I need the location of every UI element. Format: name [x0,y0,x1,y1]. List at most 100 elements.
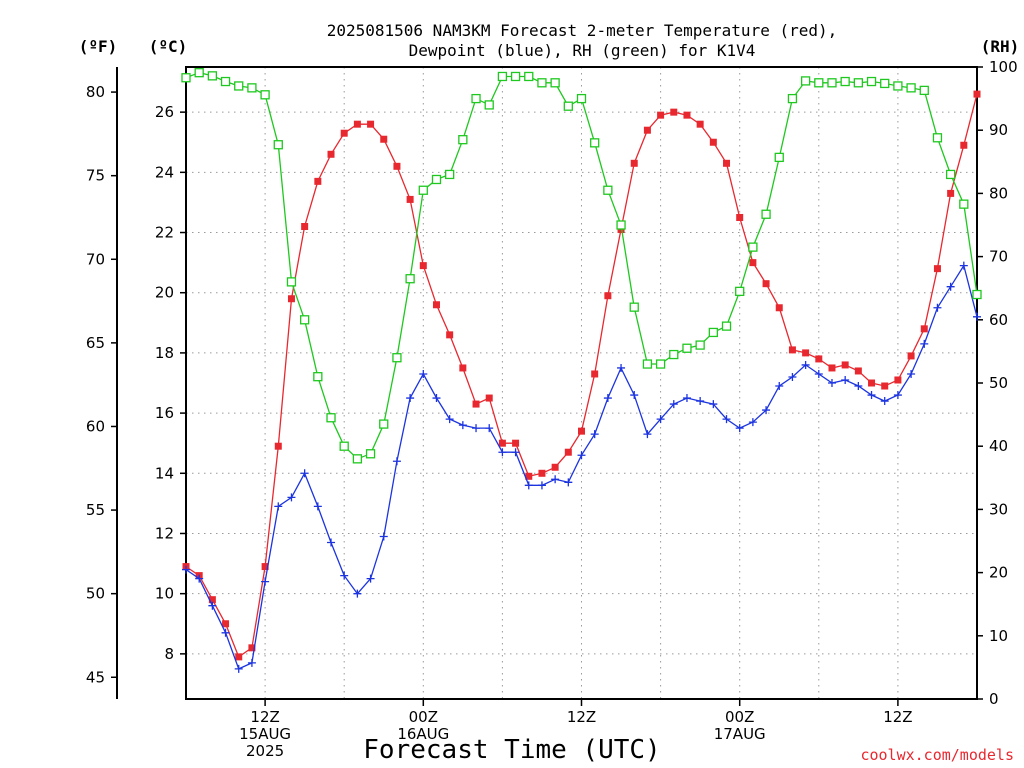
x-tick-label: 16AUG [397,725,449,743]
temperature-point [235,653,243,661]
rh-point [286,277,297,287]
rh-point [787,93,798,104]
rh-tick-label: 40 [989,437,1008,455]
dewpoint-point [801,360,810,369]
rh-point [932,133,943,143]
dewpoint-point [682,394,691,403]
rh-point [220,76,231,87]
temperature-point [261,563,269,571]
dewpoint-point [208,601,217,610]
rh-point [761,209,771,219]
dewpoint-point [511,448,520,457]
dewpoint-point [366,574,375,583]
rh-tick-label: 100 [989,58,1018,76]
rh-point [735,286,745,297]
dewpoint-point [406,394,415,403]
dewpoint-point [432,394,441,403]
dewpoint-point [669,400,678,409]
dewpoint-point [182,565,190,574]
rh-point [181,73,191,83]
temperature-point [222,620,230,628]
dewpoint-point [722,415,731,424]
rh-point [629,302,639,312]
dewpoint-point [498,448,507,457]
temperature-point [432,301,440,309]
celsius-axis-unit: (ºC) [149,37,188,56]
dewpoint-point [748,418,757,427]
x-tick-label: 12Z [567,708,596,726]
source-credit[interactable]: coolwx.com/models [860,746,1014,764]
rh-point [853,78,863,88]
temperature-point [881,382,889,390]
temperature-point [802,349,810,357]
rh-point [392,353,402,363]
temperature-series [182,90,981,661]
rh-point [721,321,732,331]
temperature-point [828,364,836,372]
temperature-point [498,439,506,447]
temperature-point [696,120,704,128]
dewpoint-point [709,400,718,409]
dewpoint-point [458,421,467,430]
temperature-point [973,90,981,98]
dewpoint-point [854,382,863,391]
dewpoint-point [656,415,665,424]
temperature-point [274,442,282,450]
dewpoint-point [827,379,836,387]
temperature-point [815,355,823,363]
x-tick-label: 2025 [246,742,284,760]
temperature-point [564,448,572,456]
fahrenheit-tick-label: 70 [86,250,105,268]
dewpoint-point [313,502,322,511]
dewpoint-point [590,430,599,439]
celsius-tick-label: 18 [155,344,174,362]
fahrenheit-tick-label: 55 [86,501,105,519]
dewpoint-point [472,424,481,433]
dewpoint-point [880,397,889,406]
rh-point [234,81,244,91]
temperature-point [604,292,612,300]
temperature-point [920,325,928,333]
rh-point [827,78,837,88]
axes: 8 10 12 14 16 18 20 22 24 26 45 50 55 60 65 70 75 80 0 10 20… [86,58,1018,708]
temperature-point [762,280,770,288]
rh-point [405,274,415,284]
temperature-point [841,361,849,369]
rh-point [616,220,626,230]
temperature-point [393,162,401,170]
temperature-point [208,596,216,604]
dewpoint-point [485,424,494,433]
temperature-point [446,331,454,339]
x-tick-label: 00Z [725,708,754,726]
dewpoint-point [392,457,401,466]
rh-point [748,242,758,252]
chart-title-line-1: 2025081506 NAM3KM Forecast 2-meter Tempe… [327,21,838,40]
dewpoint-point [735,424,744,433]
rh-point [431,174,442,185]
temperature-point [459,364,467,372]
temperature-point [327,150,335,158]
x-tick-label: 00Z [409,708,438,726]
x-tick-label: 15AUG [239,725,291,743]
dewpoint-point [300,469,309,478]
temperature-point [512,439,520,447]
dewpoint-point [379,532,388,541]
rh-point [352,454,363,464]
dewpoint-point [287,493,296,502]
temperature-point [578,427,585,435]
rh-point [524,71,534,82]
fahrenheit-tick-label: 65 [86,334,105,352]
temperature-point [287,295,295,303]
temperature-point [933,265,941,273]
rh-point [972,289,982,300]
rh-point [893,81,903,91]
temperature-point [525,472,533,480]
temperature-point [591,370,599,378]
x-tick-label: 17AUG [714,725,766,743]
dewpoint-point [221,628,230,637]
temperature-point [736,213,744,221]
rh-tick-label: 60 [989,311,1008,329]
fahrenheit-tick-label: 75 [86,167,105,185]
rh-point [774,152,784,163]
celsius-tick-label: 20 [155,284,174,302]
